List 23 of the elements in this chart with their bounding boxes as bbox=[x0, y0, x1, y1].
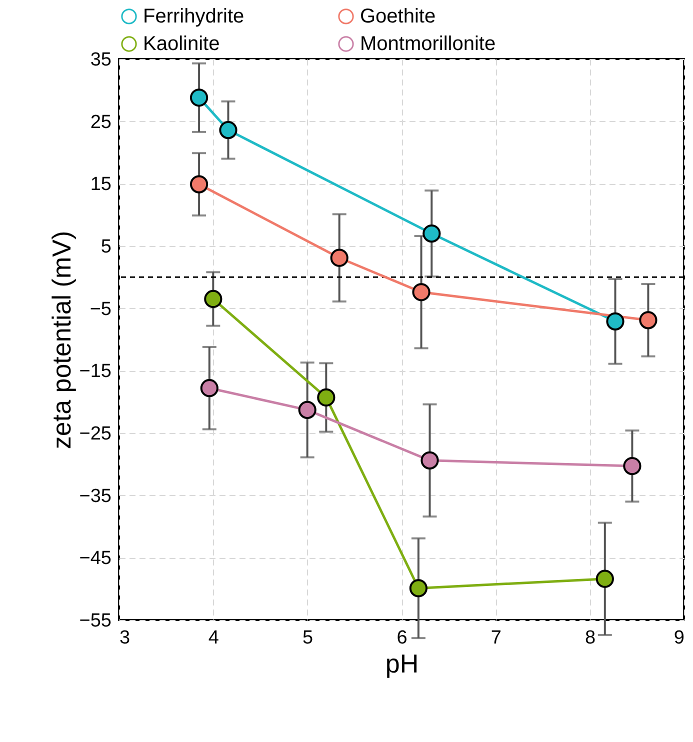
legend-label: Goethite bbox=[360, 5, 436, 28]
legend-label: Montmorillonite bbox=[360, 33, 496, 55]
y-tick-label: 35 bbox=[90, 50, 112, 70]
y-tick-label: 15 bbox=[90, 174, 112, 196]
y-tick-label: 5 bbox=[100, 236, 112, 258]
y-tick-label: −55 bbox=[79, 610, 112, 632]
y-tick-label: 25 bbox=[90, 112, 112, 133]
y-axis-title: zeta potential (mV) bbox=[46, 230, 76, 450]
x-tick-label: 7 bbox=[490, 628, 502, 648]
y-tick-label: −15 bbox=[79, 361, 112, 382]
legend-label: Kaolinite bbox=[143, 33, 220, 55]
y-tick-label: −35 bbox=[79, 486, 112, 507]
x-tick-label: 9 bbox=[674, 628, 684, 648]
y-tick-label: −25 bbox=[79, 424, 112, 444]
x-tick-label: 3 bbox=[120, 628, 130, 648]
legend-label: Ferrihydrite bbox=[143, 5, 244, 28]
y-tick-label: −5 bbox=[90, 298, 112, 320]
y-tick-label: −45 bbox=[79, 548, 112, 570]
x-tick-label: 4 bbox=[208, 628, 220, 648]
x-tick-label: 8 bbox=[585, 628, 596, 648]
x-tick-label: 6 bbox=[396, 628, 408, 648]
x-tick-label: 5 bbox=[302, 628, 314, 648]
x-axis-title: pH bbox=[385, 648, 419, 678]
